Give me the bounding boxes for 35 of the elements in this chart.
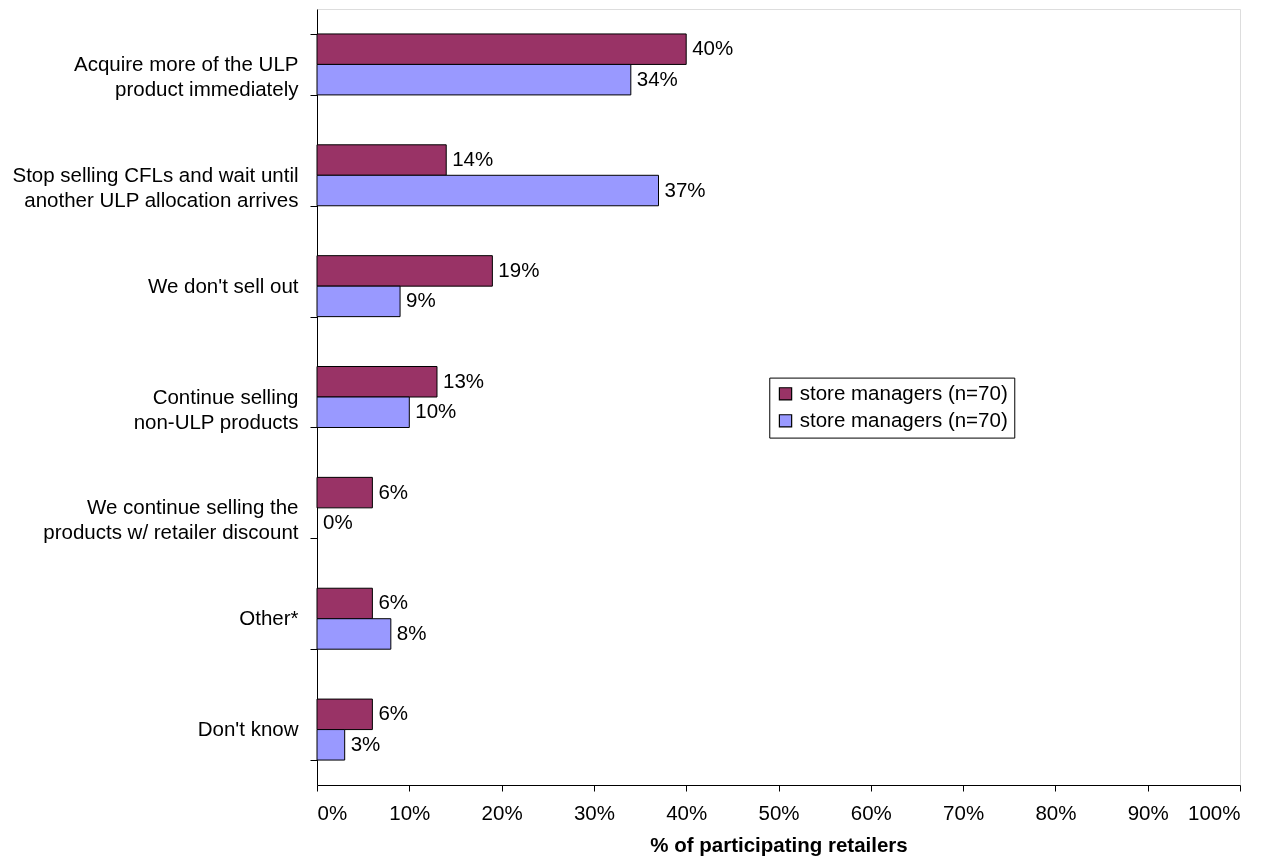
data-label: 6% [378, 590, 409, 614]
y-tick-label: Continue selling non-ULP products [133, 384, 299, 433]
y-tick-label: Acquire more of the ULP product immediately [74, 51, 300, 100]
x-axis-title: % of participating retailers [650, 833, 908, 856]
y-tick-label: Stop selling CFLs and wait until another ULP allocation arrives [12, 162, 299, 211]
data-label: 34% [636, 66, 678, 90]
x-tick-label: 80% [1035, 800, 1077, 824]
y-tick-label: We don't sell out [147, 273, 299, 297]
data-label: 10% [415, 399, 457, 423]
x-tick-label: 90% [1127, 800, 1169, 824]
y-tick-label: We continue selling the products w/ retailer discount [43, 495, 299, 544]
x-tick-label: 0% [317, 800, 348, 824]
x-tick-label: 10% [389, 800, 431, 824]
data-label: 0% [323, 510, 353, 534]
data-label: 9% [406, 288, 436, 312]
x-tick-label: 60% [850, 800, 892, 824]
y-tick-label: Other* [239, 606, 299, 630]
data-label: 14% [452, 147, 494, 171]
data-label: 40% [692, 36, 734, 60]
legend-label: store managers (n=70) [799, 380, 1008, 404]
data-label: 6% [378, 479, 409, 503]
x-tick-label: 70% [943, 800, 985, 824]
x-tick-label: 30% [573, 800, 615, 824]
data-label: 3% [350, 731, 381, 755]
x-tick-label: 50% [758, 800, 800, 824]
data-label: 19% [498, 257, 540, 281]
y-tick-label: Don't know [197, 717, 299, 741]
data-label: 13% [442, 368, 485, 392]
data-label: 6% [378, 701, 409, 725]
legend-label: store managers (n=70) [799, 407, 1008, 431]
data-label: 37% [664, 177, 706, 201]
x-tick-label: 20% [481, 800, 523, 824]
x-tick-label: 40% [666, 800, 708, 824]
x-tick-label: 100% [1188, 800, 1241, 824]
data-label: 8% [396, 620, 427, 644]
